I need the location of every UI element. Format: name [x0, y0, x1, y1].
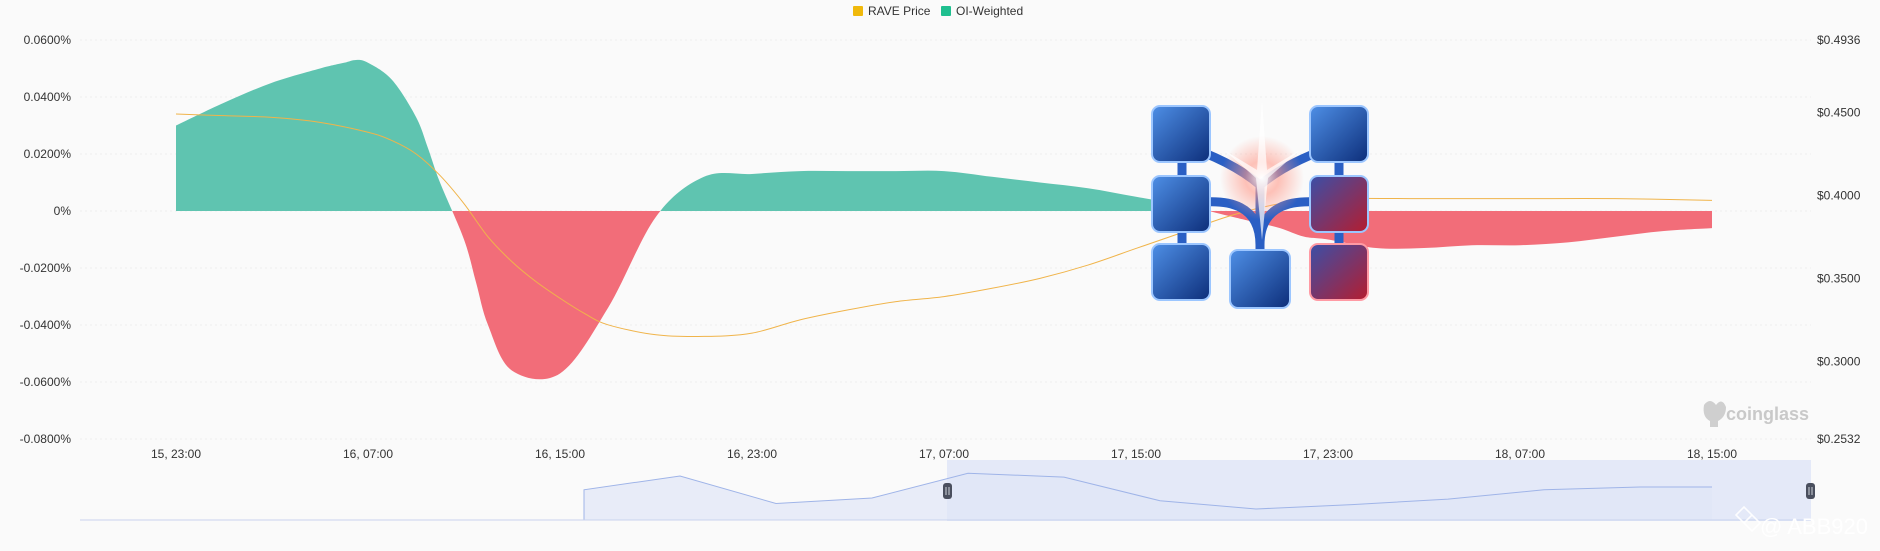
- blockchain-cubes-graphic: [1151, 100, 1369, 309]
- cube-icon: [1151, 243, 1211, 301]
- y-left-tick-label: 0.0600%: [24, 33, 72, 47]
- coinglass-logo-icon: [1703, 401, 1726, 427]
- x-axis: 15, 23:00 16, 07:00 16, 15:00 16, 23:00 17, …: [151, 447, 1737, 461]
- oi-weighted-negative-area: [176, 211, 1712, 380]
- range-navigator[interactable]: [80, 460, 1815, 521]
- oi-weighted-positive-area: [176, 59, 1712, 211]
- y-left-tick-label: -0.0200%: [20, 261, 72, 275]
- y-right-tick-label: $0.3500: [1817, 271, 1861, 285]
- cube-icon: [1309, 105, 1369, 163]
- binance-logo-icon: [1734, 505, 1762, 533]
- x-tick-label: 17, 15:00: [1111, 447, 1161, 461]
- author-handle-text: @ ABB920: [1760, 514, 1868, 539]
- y-left-tick-label: -0.0600%: [20, 375, 72, 389]
- y-right-tick-label: $0.3000: [1817, 354, 1861, 368]
- y-left-tick-label: 0%: [54, 204, 72, 218]
- navigator-area: [80, 473, 1712, 520]
- cube-icon: [1309, 243, 1369, 301]
- x-tick-label: 16, 23:00: [727, 447, 777, 461]
- y-right-tick-label: $0.4000: [1817, 188, 1861, 202]
- y-right-tick-label: $0.4936: [1817, 33, 1861, 47]
- cube-icon: [1309, 175, 1369, 233]
- legend-swatch-oi: [941, 6, 951, 16]
- y-left-tick-label: -0.0400%: [20, 318, 72, 332]
- x-tick-label: 15, 23:00: [151, 447, 201, 461]
- y-right-tick-label: $0.2532: [1817, 432, 1861, 446]
- cube-icon: [1151, 105, 1211, 163]
- y-left-tick-label: -0.0800%: [20, 432, 72, 446]
- x-tick-label: 16, 15:00: [535, 447, 585, 461]
- navigator-right-handle[interactable]: [1806, 483, 1815, 499]
- y-axis-left: 0.0600% 0.0400% 0.0200% 0% -0.0200% -0.0400% -…: [20, 33, 72, 446]
- x-tick-label: 18, 07:00: [1495, 447, 1545, 461]
- coinglass-watermark: coinglass: [1703, 401, 1809, 427]
- cube-icon: [1151, 175, 1211, 233]
- y-left-tick-label: 0.0400%: [24, 90, 72, 104]
- legend-label-price: RAVE Price: [868, 4, 931, 18]
- legend-label-oi: OI-Weighted: [956, 4, 1023, 18]
- x-tick-label: 17, 23:00: [1303, 447, 1353, 461]
- x-tick-label: 16, 07:00: [343, 447, 393, 461]
- author-watermark: @ ABB920: [1734, 505, 1868, 539]
- legend: RAVE Price OI-Weighted: [853, 4, 1023, 18]
- navigator-left-handle[interactable]: [943, 483, 952, 499]
- x-tick-label: 17, 07:00: [919, 447, 969, 461]
- y-right-tick-label: $0.4500: [1817, 105, 1861, 119]
- watermark-text: coinglass: [1726, 404, 1809, 424]
- y-left-tick-label: 0.0200%: [24, 147, 72, 161]
- legend-swatch-price: [853, 6, 863, 16]
- x-tick-label: 18, 15:00: [1687, 447, 1737, 461]
- y-axis-right: $0.4936 $0.4500 $0.4000 $0.3500 $0.3000 $0.25…: [1817, 33, 1861, 446]
- cube-icon: [1229, 249, 1291, 309]
